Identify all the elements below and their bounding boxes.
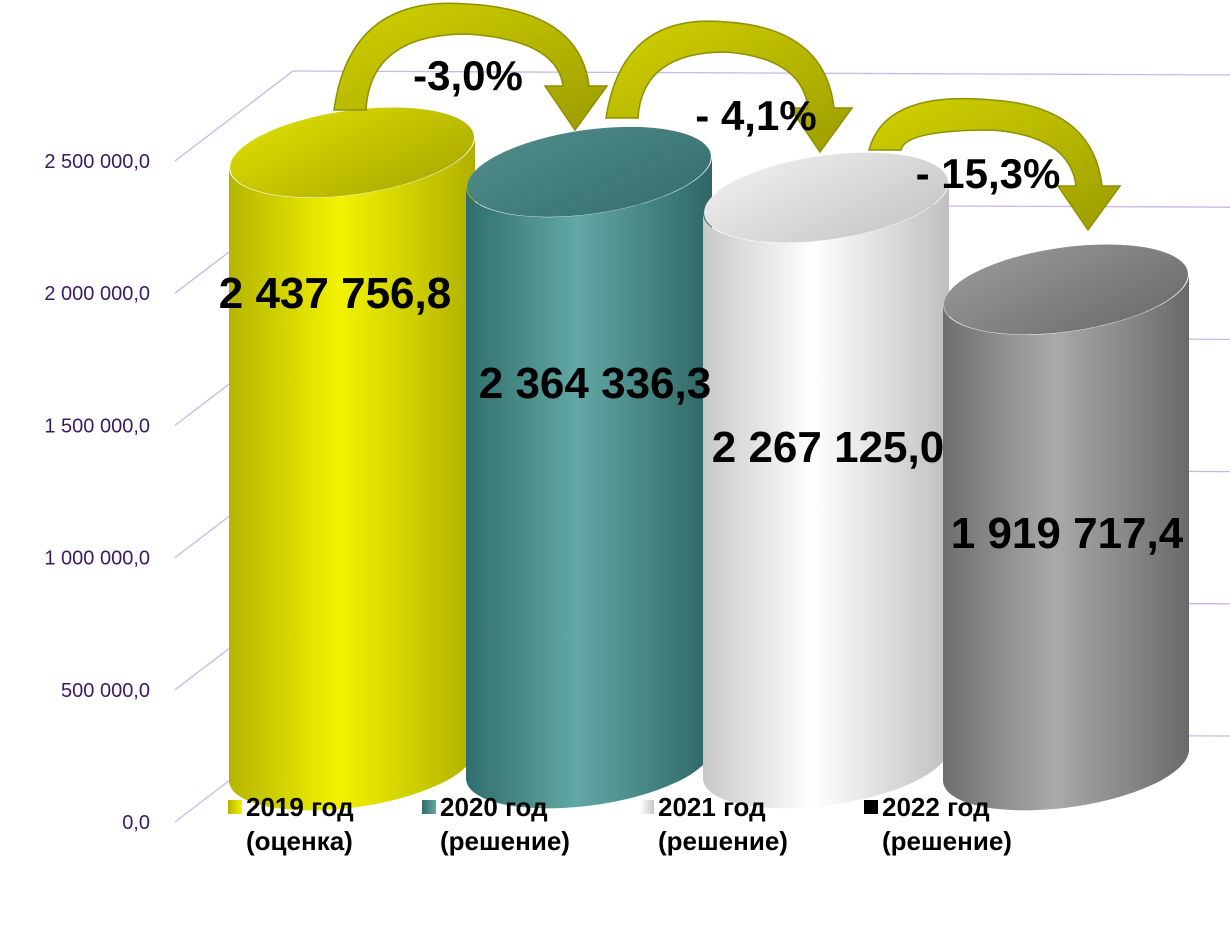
legend-item-2022: 2022 год (решение) — [864, 790, 1072, 858]
y-tick-label: 2 000 000,0 — [44, 283, 150, 305]
legend-label-2020: 2020 год — [440, 792, 548, 822]
change-label: -3,0% — [413, 52, 523, 99]
bar-top — [944, 244, 1188, 335]
value-label: 2 437 756,8 — [219, 269, 451, 318]
change-arrow — [605, 20, 854, 154]
legend-sublabel-2020: (решение) — [440, 826, 570, 856]
y-tick-label: 1 500 000,0 — [44, 415, 150, 437]
change-label: - 4,1% — [695, 92, 816, 139]
bar-top — [230, 107, 474, 198]
y-tick-label: 1 000 000,0 — [44, 548, 150, 570]
bar-top — [704, 152, 948, 243]
gridline-diagonal — [174, 70, 294, 162]
legend-sublabel-2021: (решение) — [658, 826, 788, 856]
legend-item-2019: 2019 год (оценка) — [228, 790, 436, 858]
legend-label-2021: 2021 год — [658, 792, 766, 822]
change-arrows — [333, 2, 1122, 232]
y-tick-label: 2 500 000,0 — [44, 151, 150, 173]
legend-swatch-2020 — [422, 800, 436, 814]
legend-item-2021: 2021 год (решение) — [640, 790, 848, 858]
legend-label-2019: 2019 год — [246, 792, 354, 822]
bar — [228, 107, 475, 811]
value-label: 2 267 125,0 — [712, 423, 944, 472]
legend: 2019 год (оценка) 2020 год (решение) 202… — [0, 790, 1230, 930]
value-label: 2 364 336,3 — [479, 359, 711, 408]
change-label: - 15,3% — [916, 150, 1061, 197]
legend-sublabel-2019: (оценка) — [246, 826, 353, 856]
value-label: 1 919 717,4 — [951, 509, 1184, 558]
bar-top — [467, 126, 711, 217]
legend-sublabel-2022: (решение) — [882, 826, 1012, 856]
y-axis: 0,0 500 000,0 1 000 000,0 1 500 000,0 2 000 … — [44, 151, 150, 834]
bar — [942, 244, 1189, 811]
value-labels: 2 437 756,8 2 364 336,32 267 125,01 919 7… — [219, 52, 1184, 558]
change-arrow — [868, 97, 1122, 232]
bars — [228, 107, 1189, 811]
legend-swatch-2022 — [864, 800, 878, 814]
legend-swatch-2019 — [228, 800, 242, 814]
legend-swatch-2021 — [640, 800, 654, 814]
y-tick-label: 0,0 — [122, 812, 150, 834]
y-tick-label: 500 000,0 — [61, 680, 150, 702]
legend-label-2022: 2022 год — [882, 792, 990, 822]
change-arrow — [333, 2, 609, 132]
bar — [702, 152, 949, 809]
bar — [465, 126, 712, 809]
gridline — [292, 70, 1230, 76]
legend-item-2020: 2020 год (решение) — [422, 790, 630, 858]
